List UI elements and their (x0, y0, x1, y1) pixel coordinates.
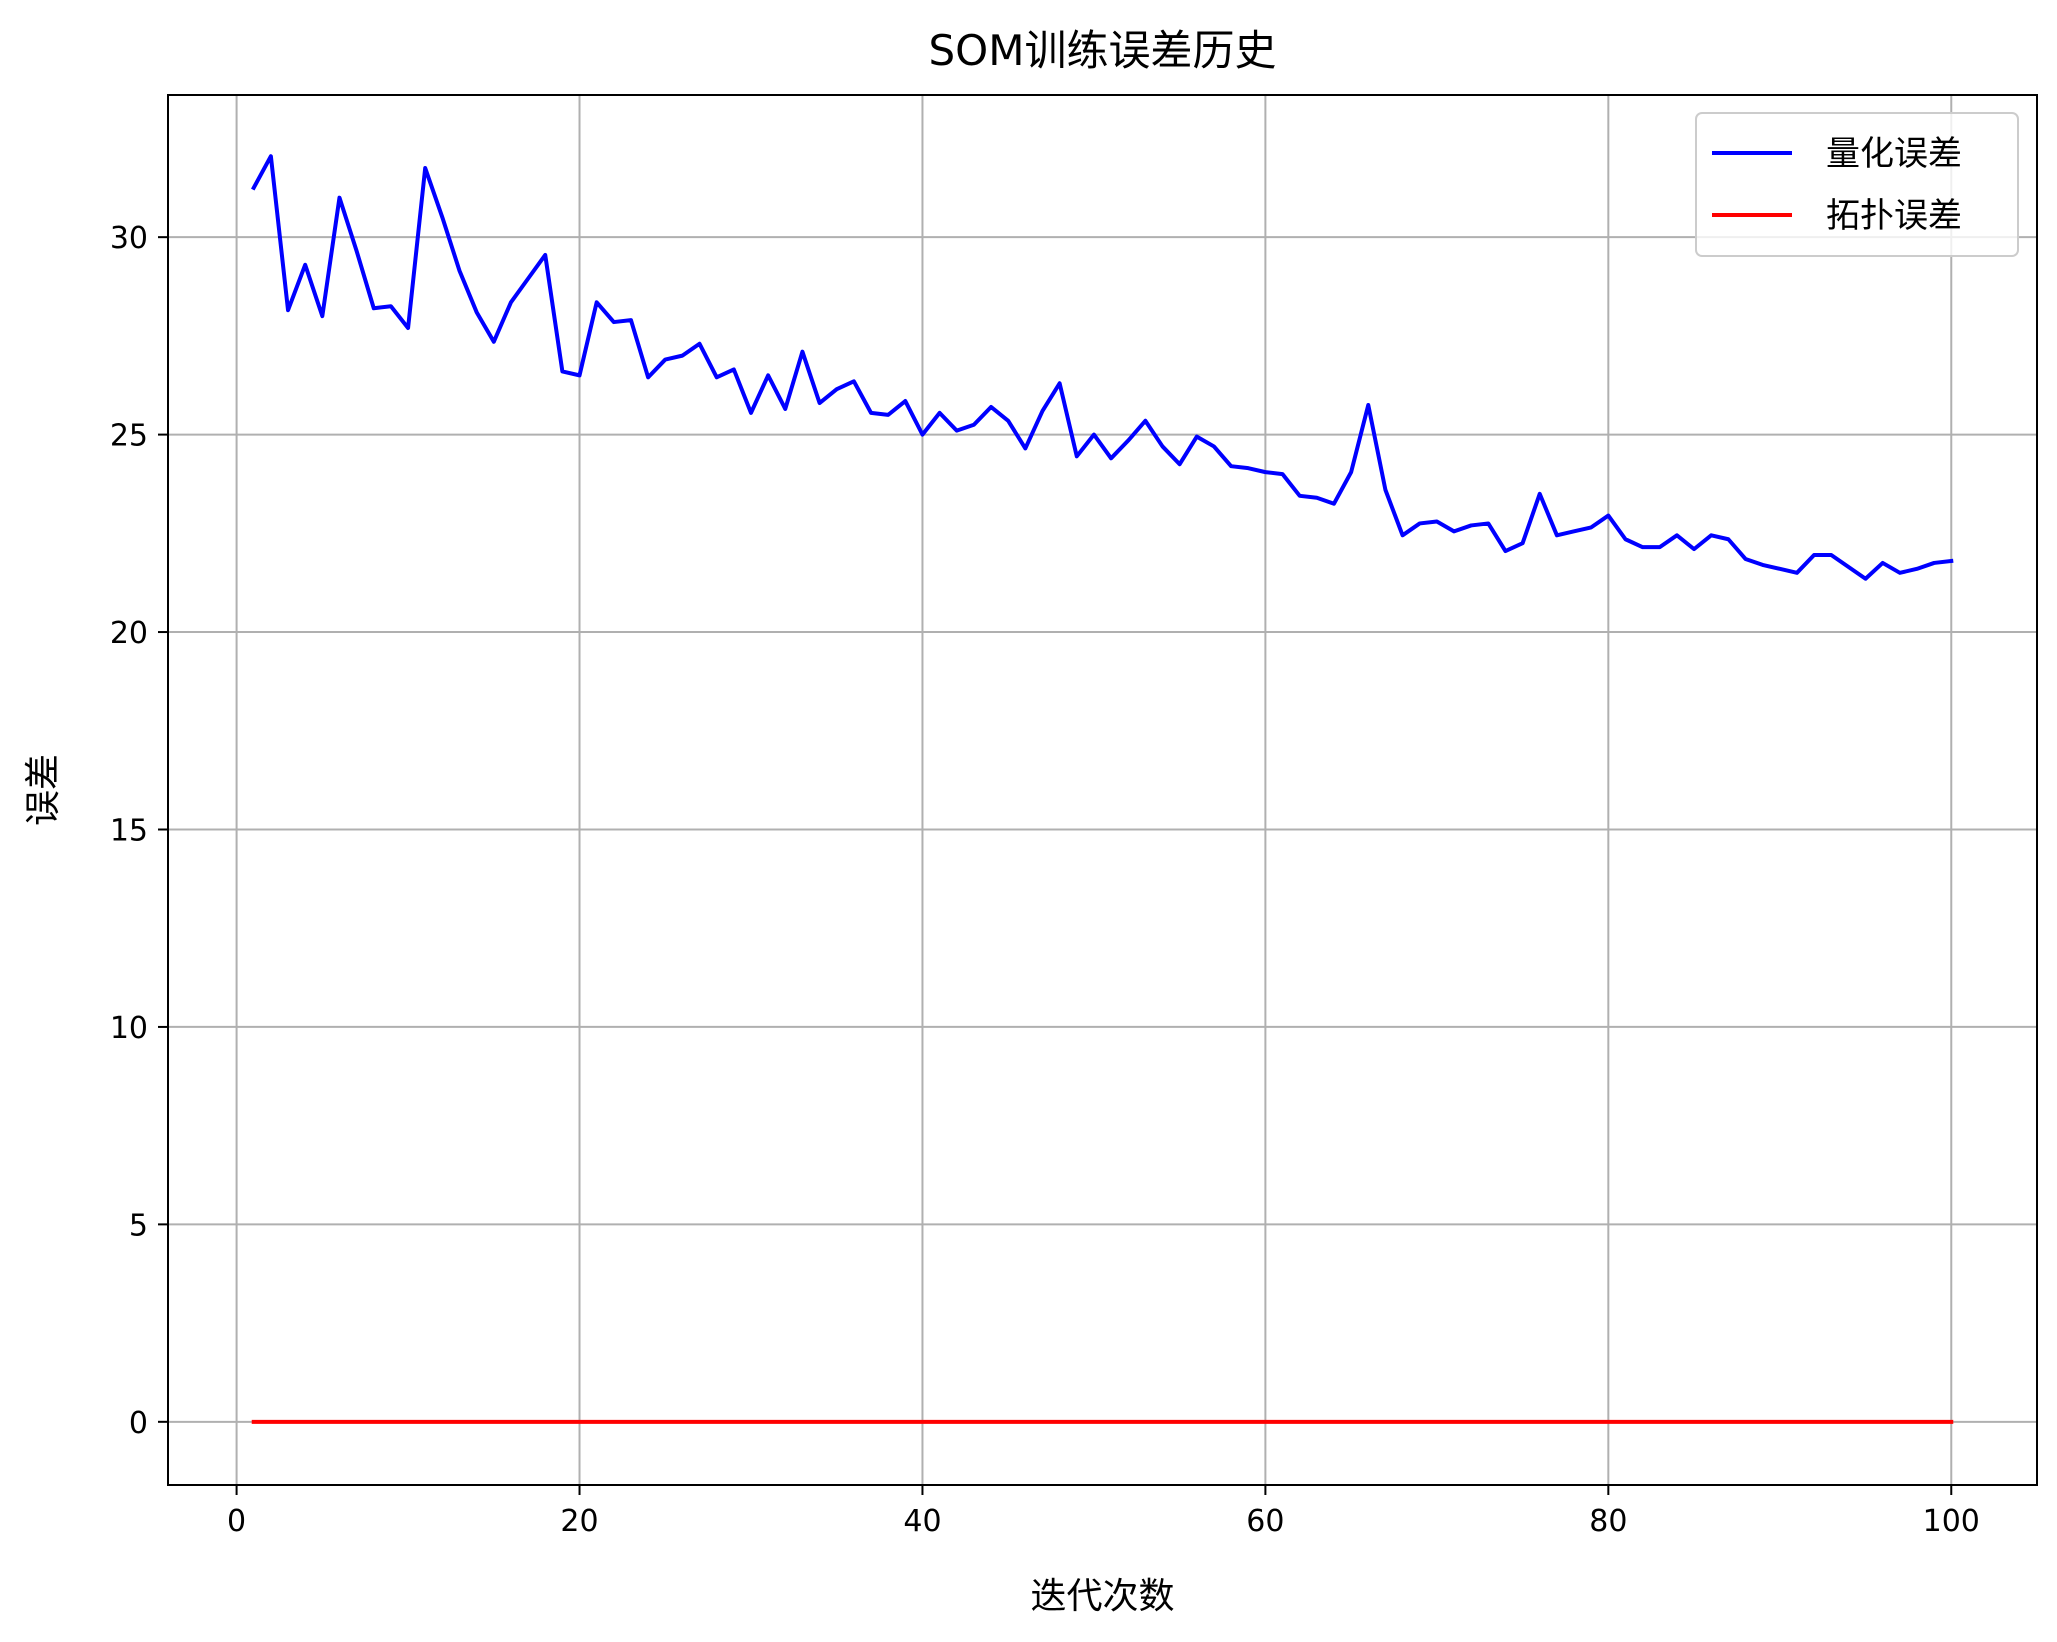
chart-title: SOM训练误差历史 (929, 26, 1277, 75)
y-tick-label: 5 (129, 1208, 148, 1243)
x-axis-title: 迭代次数 (1030, 1576, 1174, 1617)
x-tick-label: 20 (560, 1504, 598, 1539)
axis-ticks: 0 20 40 60 80 100 0 5 10 15 20 25 30 (110, 221, 1980, 1539)
plot-area-frame (167, 94, 2038, 1486)
y-tick-label: 0 (129, 1406, 148, 1441)
y-tick-label: 20 (110, 616, 148, 651)
y-tick-label: 25 (110, 419, 148, 454)
x-tick-label: 80 (1589, 1504, 1627, 1539)
series-lines (251, 154, 1954, 1424)
legend-label-topology: 拓扑误差 (1826, 196, 1962, 236)
legend-box (1695, 112, 2019, 257)
x-tick-label: 0 (227, 1504, 246, 1539)
grid (168, 95, 2037, 1485)
x-tick-label: 40 (903, 1504, 941, 1539)
y-tick-label: 10 (110, 1011, 148, 1046)
y-tick-label: 15 (110, 813, 148, 848)
legend-label-quantization: 量化误差 (1826, 134, 1962, 174)
x-tick-label: 60 (1246, 1504, 1284, 1539)
legend: 量化误差 拓扑误差 (1695, 112, 2019, 257)
x-tick-label: 100 (1923, 1504, 1980, 1539)
quantization-error-line (251, 154, 1954, 581)
y-axis-title: 误差 (23, 754, 64, 826)
y-tick-label: 30 (110, 221, 148, 256)
